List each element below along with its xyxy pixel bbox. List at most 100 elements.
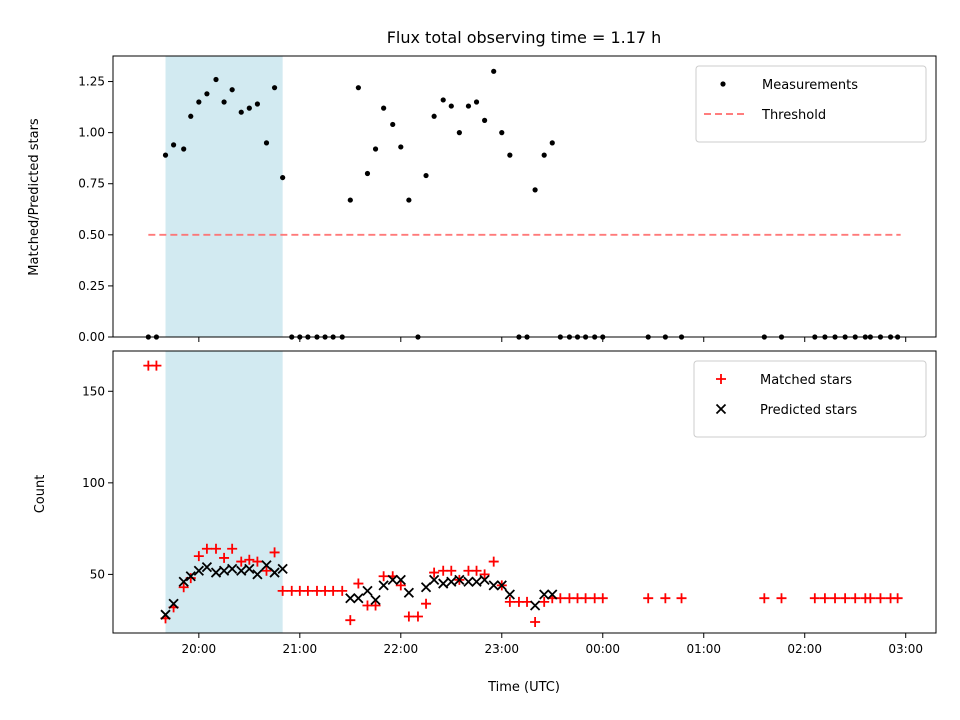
x-tick-label: 23:00 xyxy=(484,642,519,656)
measurement-point xyxy=(280,174,286,181)
y-tick-label: 0.25 xyxy=(78,279,105,293)
measurement-point xyxy=(170,142,177,148)
legend-marker xyxy=(716,374,726,384)
matched-star-marker xyxy=(759,593,770,604)
matched-star-marker xyxy=(353,578,364,589)
predicted-star-marker xyxy=(269,567,280,578)
measurement-point xyxy=(196,99,202,105)
measurement-point xyxy=(372,146,379,152)
x-tick-label: 21:00 xyxy=(283,642,318,656)
matched-star-marker xyxy=(302,585,313,596)
matched-star-marker xyxy=(370,600,381,611)
predicted-star-marker xyxy=(160,609,171,620)
predicted-star-marker xyxy=(496,580,507,591)
matched-star-marker xyxy=(539,596,550,607)
predicted-star-marker xyxy=(252,569,263,580)
predicted-star-marker xyxy=(370,594,381,606)
predicted-star-marker xyxy=(201,561,213,573)
x-axis-label: Time (UTC) xyxy=(487,680,560,695)
matched-star-marker xyxy=(504,596,515,607)
predicted-star-marker xyxy=(420,582,432,593)
measurement-point xyxy=(398,144,404,150)
matched-star-marker xyxy=(261,565,272,576)
measurement-point xyxy=(221,99,227,105)
matched-star-marker xyxy=(875,593,886,604)
legend-label: Matched stars xyxy=(760,373,852,388)
matched-star-marker xyxy=(830,593,841,604)
measurement-point xyxy=(390,121,396,128)
predicted-star-marker xyxy=(446,576,457,587)
measurement-point xyxy=(431,113,437,119)
measurement-point xyxy=(499,130,505,136)
measurement-point xyxy=(263,140,270,146)
predicted-star-marker xyxy=(277,563,288,575)
predicted-star-marker xyxy=(353,593,364,604)
matched-star-marker xyxy=(479,569,490,580)
x-tick-label: 03:00 xyxy=(888,642,923,656)
matched-star-marker xyxy=(269,547,280,558)
measurement-point xyxy=(465,103,472,109)
legend: Matched stars Predicted stars xyxy=(693,360,927,438)
measurement-point xyxy=(181,146,187,152)
predicted-star-marker xyxy=(428,574,440,586)
measurement-point xyxy=(473,99,480,105)
measurement-point xyxy=(532,187,538,193)
measurement-point xyxy=(440,97,446,103)
predicted-star-marker xyxy=(178,576,189,587)
matched-star-marker xyxy=(809,593,820,604)
observing-window-span xyxy=(165,351,283,633)
matched-star-marker xyxy=(252,556,263,567)
y-tick-label: 150 xyxy=(82,384,105,398)
matched-star-marker xyxy=(201,543,212,554)
ratio-panel: 0.00 0.25 0.50 0.75 1.00 1.25 Measurements Thre… xyxy=(78,55,937,344)
observing-window-span xyxy=(165,56,283,337)
measurement-point xyxy=(204,91,210,97)
predicted-star-marker xyxy=(504,589,515,600)
axes-frame xyxy=(112,350,937,634)
predicted-star-marker xyxy=(387,574,398,586)
matched-star-marker xyxy=(643,593,654,604)
predicted-star-marker xyxy=(454,574,465,586)
legend-box xyxy=(693,360,927,438)
measurement-point xyxy=(364,170,371,177)
y-tick-label: 1.00 xyxy=(78,126,105,140)
series-predicted-stars xyxy=(160,560,558,620)
predicted-star-marker xyxy=(395,574,406,586)
measurement-point xyxy=(541,152,547,158)
predicted-star-marker xyxy=(218,565,230,576)
predicted-star-marker xyxy=(529,600,541,611)
measurement-point xyxy=(213,76,219,83)
measurement-point xyxy=(507,152,513,158)
matched-star-marker xyxy=(488,556,499,567)
x-tick-label: 01:00 xyxy=(686,642,721,656)
matched-star-marker xyxy=(345,615,356,626)
predicted-star-marker xyxy=(463,576,474,587)
matched-star-marker xyxy=(244,554,255,565)
matched-star-marker xyxy=(676,593,687,604)
predicted-star-marker xyxy=(479,574,490,586)
y-tick-label: 0.75 xyxy=(78,177,105,191)
predicted-star-marker xyxy=(261,560,272,571)
x-tick-label: 22:00 xyxy=(384,642,419,656)
legend-label: Threshold xyxy=(761,108,826,123)
predicted-star-marker xyxy=(210,567,222,578)
measurement-point xyxy=(482,117,488,123)
measurement-point xyxy=(162,152,169,158)
matched-star-marker xyxy=(219,552,230,563)
measurement-point xyxy=(246,105,252,111)
matched-star-marker xyxy=(236,556,247,567)
y-tick-label: 0.00 xyxy=(78,330,105,344)
predicted-star-marker xyxy=(345,593,356,604)
matched-star-marker xyxy=(840,593,851,604)
matched-star-marker xyxy=(580,593,591,604)
legend-box xyxy=(695,65,927,143)
legend-label: Predicted stars xyxy=(760,403,857,418)
y-tick-label: 0.50 xyxy=(78,228,105,242)
matched-star-marker xyxy=(277,585,288,596)
measurement-point xyxy=(188,113,194,119)
x-tick-label: 00:00 xyxy=(585,642,620,656)
predicted-star-marker xyxy=(547,589,558,600)
measurement-point xyxy=(355,85,361,91)
legend-label: Measurements xyxy=(762,78,858,93)
